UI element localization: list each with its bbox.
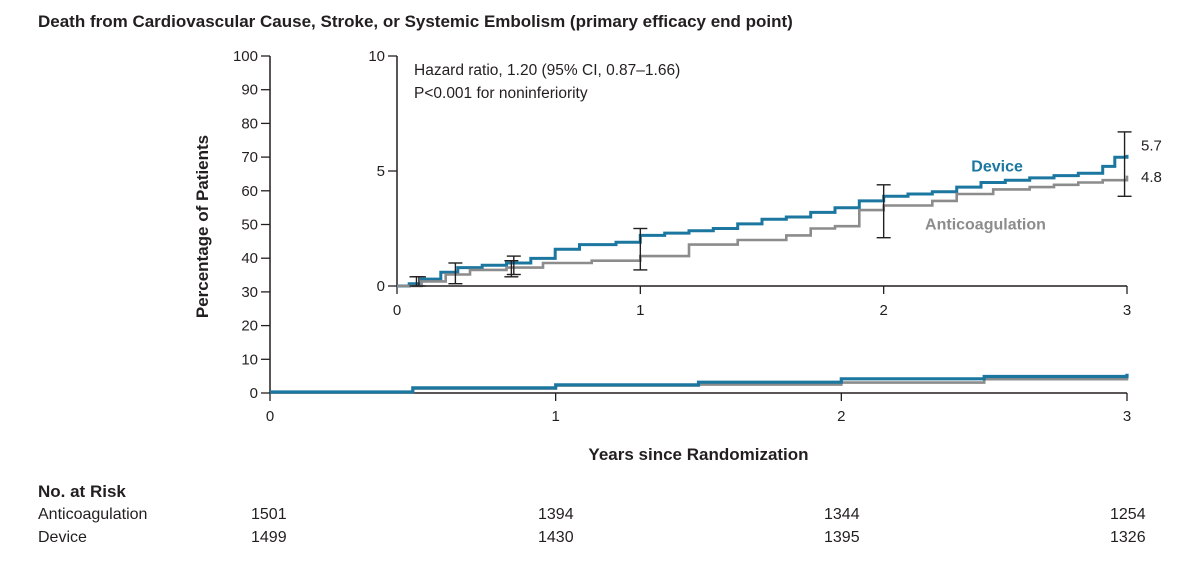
inset-series-line-device [397, 154, 1129, 288]
main-series-line-device [270, 373, 1129, 394]
risk-table: No. at Risk Anticoagulation 1501 1394 13… [38, 482, 1178, 552]
y-tick-label: 20 [241, 318, 258, 335]
inset-plot: 0 5 10 0 1 2 3 Hazard ratio, 1.20 (95% CI, 0.87… [368, 48, 1162, 319]
y-tick-label: 10 [241, 351, 258, 368]
y-tick-label: 90 [241, 82, 258, 99]
x-tick-label: 1 [551, 408, 559, 425]
series-label-device: Device [971, 158, 1023, 175]
inset-x-tick-label: 2 [879, 302, 887, 319]
y-tick-label: 70 [241, 149, 258, 166]
hazard-ratio-annotation: P<0.001 for noninferiority [414, 85, 588, 102]
y-tick-label: 40 [241, 250, 258, 267]
risk-value: 1394 [538, 506, 574, 523]
risk-row-device: Device 1499 1430 1395 1326 [38, 529, 1178, 552]
y-tick-label: 0 [250, 385, 258, 402]
inset-background [397, 50, 1157, 288]
inset-y-tick-label: 0 [377, 278, 385, 295]
y-axis-title: Percentage of Patients [193, 135, 212, 318]
inset-y-tick-label: 10 [368, 48, 385, 65]
risk-value: 1326 [1110, 529, 1146, 546]
inset-series-line-anticoagulation [397, 175, 1129, 288]
risk-table-title: No. at Risk [38, 482, 126, 501]
x-tick-label: 3 [1123, 408, 1131, 425]
chart-title: Death from Cardiovascular Cause, Stroke,… [38, 12, 793, 31]
risk-value: 1395 [824, 529, 860, 546]
y-tick-label: 100 [233, 48, 258, 65]
series-label-anticoagulation: Anticoagulation [925, 217, 1046, 234]
inset-x-tick-label: 1 [636, 302, 644, 319]
inset-x-tick-label: 0 [393, 302, 401, 319]
y-tick-label: 30 [241, 284, 258, 301]
risk-value: 1501 [251, 506, 287, 523]
risk-value: 1344 [824, 506, 860, 523]
inset-y-tick-label: 5 [377, 163, 385, 180]
end-value-device: 5.7 [1141, 138, 1162, 155]
y-tick-label: 60 [241, 183, 258, 200]
y-tick-label: 80 [241, 115, 258, 132]
x-tick-label: 2 [837, 408, 845, 425]
x-tick-label: 0 [266, 408, 274, 425]
y-tick-label: 50 [241, 217, 258, 234]
risk-value: 1430 [538, 529, 574, 546]
risk-row-label: Anticoagulation [38, 506, 148, 523]
risk-row-label: Device [38, 529, 87, 546]
hazard-ratio-annotation: Hazard ratio, 1.20 (95% CI, 0.87–1.66) [414, 62, 680, 79]
risk-value: 1499 [251, 529, 287, 546]
end-value-anticoagulation: 4.8 [1141, 169, 1162, 186]
x-axis-title: Years since Randomization [588, 445, 808, 464]
inset-x-tick-label: 3 [1123, 302, 1131, 319]
risk-value: 1254 [1110, 506, 1146, 523]
risk-row-anticoagulation: Anticoagulation 1501 1394 1344 1254 [38, 506, 1178, 529]
